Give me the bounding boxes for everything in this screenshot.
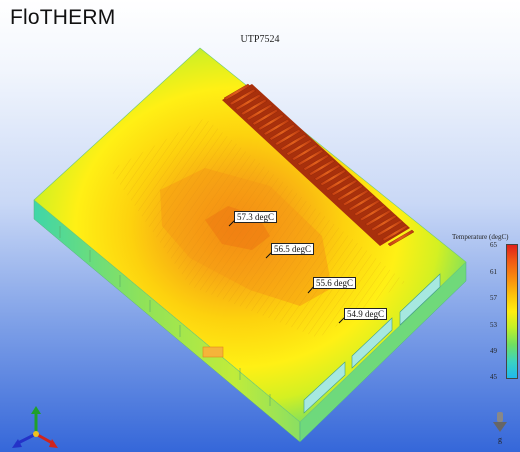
front-port-details bbox=[59, 226, 271, 406]
legend-tick: 65 bbox=[490, 241, 497, 249]
legend-title: Temperature (degC) bbox=[452, 233, 509, 241]
heatsink-fin bbox=[229, 88, 256, 106]
heatsink-fin bbox=[223, 83, 251, 101]
legend-tick: 53 bbox=[490, 321, 497, 329]
heatsink-fin bbox=[382, 224, 409, 242]
temperature-probe-label[interactable]: 57.3 degC bbox=[234, 211, 277, 223]
app-title: FloTHERM bbox=[10, 6, 116, 29]
heatsink-fin bbox=[251, 108, 279, 126]
heatsink-fin bbox=[291, 144, 319, 161]
heatsink-fin bbox=[246, 103, 273, 121]
heatsink-fin bbox=[342, 189, 370, 206]
heatsink-fin bbox=[353, 199, 381, 217]
temperature-probe-label[interactable]: 54.9 degC bbox=[344, 308, 387, 320]
heatsink-fin bbox=[280, 134, 307, 151]
gravity-arrow-icon: g bbox=[493, 412, 507, 444]
heatsink-fin bbox=[257, 113, 285, 131]
gravity-label: g bbox=[498, 435, 502, 444]
legend-tick: 57 bbox=[490, 294, 497, 302]
xyz-axis-icon[interactable] bbox=[6, 404, 66, 450]
heatsink-fin bbox=[302, 154, 330, 171]
heatsink-fin bbox=[336, 184, 364, 201]
heatsink-fin bbox=[387, 229, 415, 247]
heatsink-fin bbox=[359, 204, 387, 222]
heatsink-fin bbox=[274, 129, 302, 146]
heatsink-fin bbox=[325, 174, 353, 191]
heatsink-fins bbox=[223, 83, 415, 247]
legend-tick: 61 bbox=[490, 268, 497, 276]
heatsink-fin bbox=[365, 209, 392, 227]
heatsink-fin bbox=[268, 124, 296, 141]
temperature-probe-label[interactable]: 55.6 degC bbox=[313, 277, 356, 289]
model-name-label: UTP7524 bbox=[240, 34, 280, 45]
temperature-probe-label[interactable]: 56.5 degC bbox=[271, 243, 314, 255]
legend-tick: 49 bbox=[490, 347, 497, 355]
heatsink-fin bbox=[240, 98, 268, 116]
heatsink-fin bbox=[376, 219, 404, 237]
heatsink-fin bbox=[308, 159, 336, 176]
heatsink-fin bbox=[263, 118, 290, 136]
heatsink-fin bbox=[234, 93, 262, 111]
heatsink bbox=[222, 83, 415, 247]
heatsink-fin bbox=[331, 179, 358, 196]
heatsink-fin bbox=[297, 149, 324, 166]
temperature-legend: Temperature (degC) 65 61 57 53 49 45 bbox=[452, 233, 520, 383]
heatsink-fin bbox=[285, 139, 313, 156]
heatsink-fin bbox=[314, 164, 341, 181]
legend-tick: 45 bbox=[490, 373, 497, 381]
legend-color-bar bbox=[506, 244, 518, 379]
heatsink-fin bbox=[319, 169, 347, 186]
heatsink-fin bbox=[370, 214, 398, 232]
heatsink-fin bbox=[348, 194, 375, 212]
right-port-details bbox=[303, 273, 441, 414]
